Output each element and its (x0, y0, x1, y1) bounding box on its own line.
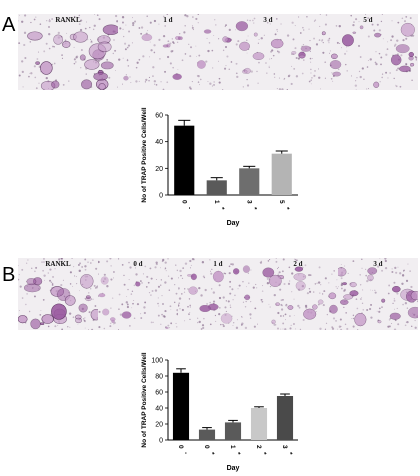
micrograph-label: 3 d (263, 16, 273, 24)
x-tick-label: 2 (255, 445, 262, 449)
micrograph-panel_a-3: 5 d (318, 14, 418, 90)
x-tick-label: 1 (213, 200, 220, 204)
x-tick-mark: * (218, 207, 225, 210)
micrograph-label: 1 d (213, 260, 223, 268)
micrograph-texture (118, 14, 217, 90)
micrograph-label: 1 d (163, 16, 173, 24)
bar-3 (271, 153, 292, 195)
micrograph-panel_a-2: 3 d (218, 14, 318, 90)
micrograph-texture (178, 258, 258, 330)
bar-0 (174, 125, 195, 195)
micrograph-label: 5 d (363, 16, 373, 24)
x-tick-mark: * (208, 452, 215, 455)
bar-1 (206, 180, 227, 195)
micrograph-texture (18, 14, 118, 90)
micrograph-panel_a-0: RANKL (18, 14, 118, 90)
panel-a-letter: A (2, 14, 16, 36)
micrograph-texture (218, 15, 318, 90)
bar-4 (276, 396, 294, 440)
y-tick-label: 60 (155, 390, 163, 397)
bar-1 (198, 429, 216, 440)
y-tick-label: 0 (159, 438, 163, 445)
x-tick-mark: * (260, 452, 267, 455)
micrograph-label: 0 d (133, 260, 143, 268)
y-tick-label: 40 (155, 406, 163, 413)
x-tick-label: 3 (245, 200, 252, 204)
panel-b-bar-chart: 0 20 40 60 80 100 No of TRAP Positive Cells/We… (120, 352, 320, 475)
micrograph-label: 2 d (293, 260, 303, 268)
y-tick-label: 20 (155, 166, 163, 173)
panel-b-letter: B (2, 264, 16, 286)
micrograph-label: RANKL (45, 260, 71, 268)
panel-b-image-strip: RANKL 0 d 1 d 2 d 3 d (18, 258, 418, 330)
x-tick-mark: - (182, 452, 189, 454)
micrograph-panel_b-4: 3 d (338, 258, 418, 330)
micrograph-texture (259, 258, 338, 330)
y-axis-label: No of TRAP Positive Cells/Well (141, 107, 148, 202)
panel-a-image-strip: RANKL 1 d 3 d 5 d (18, 14, 418, 90)
x-axis-label: Day (227, 465, 240, 472)
x-tick-mark: - (185, 207, 192, 209)
micrograph-texture (318, 14, 418, 90)
x-tick-mark: * (283, 207, 290, 210)
micrograph-panel_b-1: 0 d (98, 258, 178, 330)
x-tick-label: 5 (278, 200, 285, 204)
chart-svg: 0 20 40 60 No of TRAP Positive Cells/Well 0 - 1… (141, 107, 298, 227)
micrograph-texture (18, 258, 98, 330)
x-tick-label: 0 (177, 445, 184, 449)
bar-2 (224, 422, 242, 440)
x-tick-mark: * (234, 452, 241, 455)
micrograph-panel_a-1: 1 d (118, 14, 218, 90)
panel-a-bar-chart: 0 20 40 60 No of TRAP Positive Cells/Well 0 - 1… (120, 107, 320, 230)
micrograph-label: RANKL (55, 16, 81, 24)
y-axis-label: No of TRAP Positive Cells/Well (141, 352, 148, 447)
micrograph-panel_b-0: RANKL (18, 258, 98, 330)
x-tick-mark: * (286, 452, 293, 455)
x-tick-label: 0 (203, 445, 210, 449)
micrograph-panel_b-2: 1 d (178, 258, 258, 330)
x-tick-mark: * (250, 207, 257, 210)
micrograph-texture (98, 258, 178, 330)
bar-3 (250, 408, 268, 440)
x-tick-label: 1 (229, 445, 236, 449)
micrograph-panel_b-3: 2 d (258, 258, 338, 330)
y-tick-label: 100 (151, 358, 163, 365)
bar-2 (239, 168, 260, 195)
micrograph-label: 3 d (373, 260, 383, 268)
micrograph-texture (338, 258, 418, 330)
y-tick-label: 60 (155, 113, 163, 120)
y-tick-label: 40 (155, 139, 163, 146)
y-tick-label: 80 (155, 374, 163, 381)
x-tick-label: 0 (180, 200, 187, 204)
x-axis-label: Day (227, 220, 240, 227)
x-tick-label: 3 (281, 445, 288, 449)
y-tick-label: 20 (155, 422, 163, 429)
bar-0 (172, 372, 190, 440)
y-tick-label: 0 (159, 193, 163, 200)
